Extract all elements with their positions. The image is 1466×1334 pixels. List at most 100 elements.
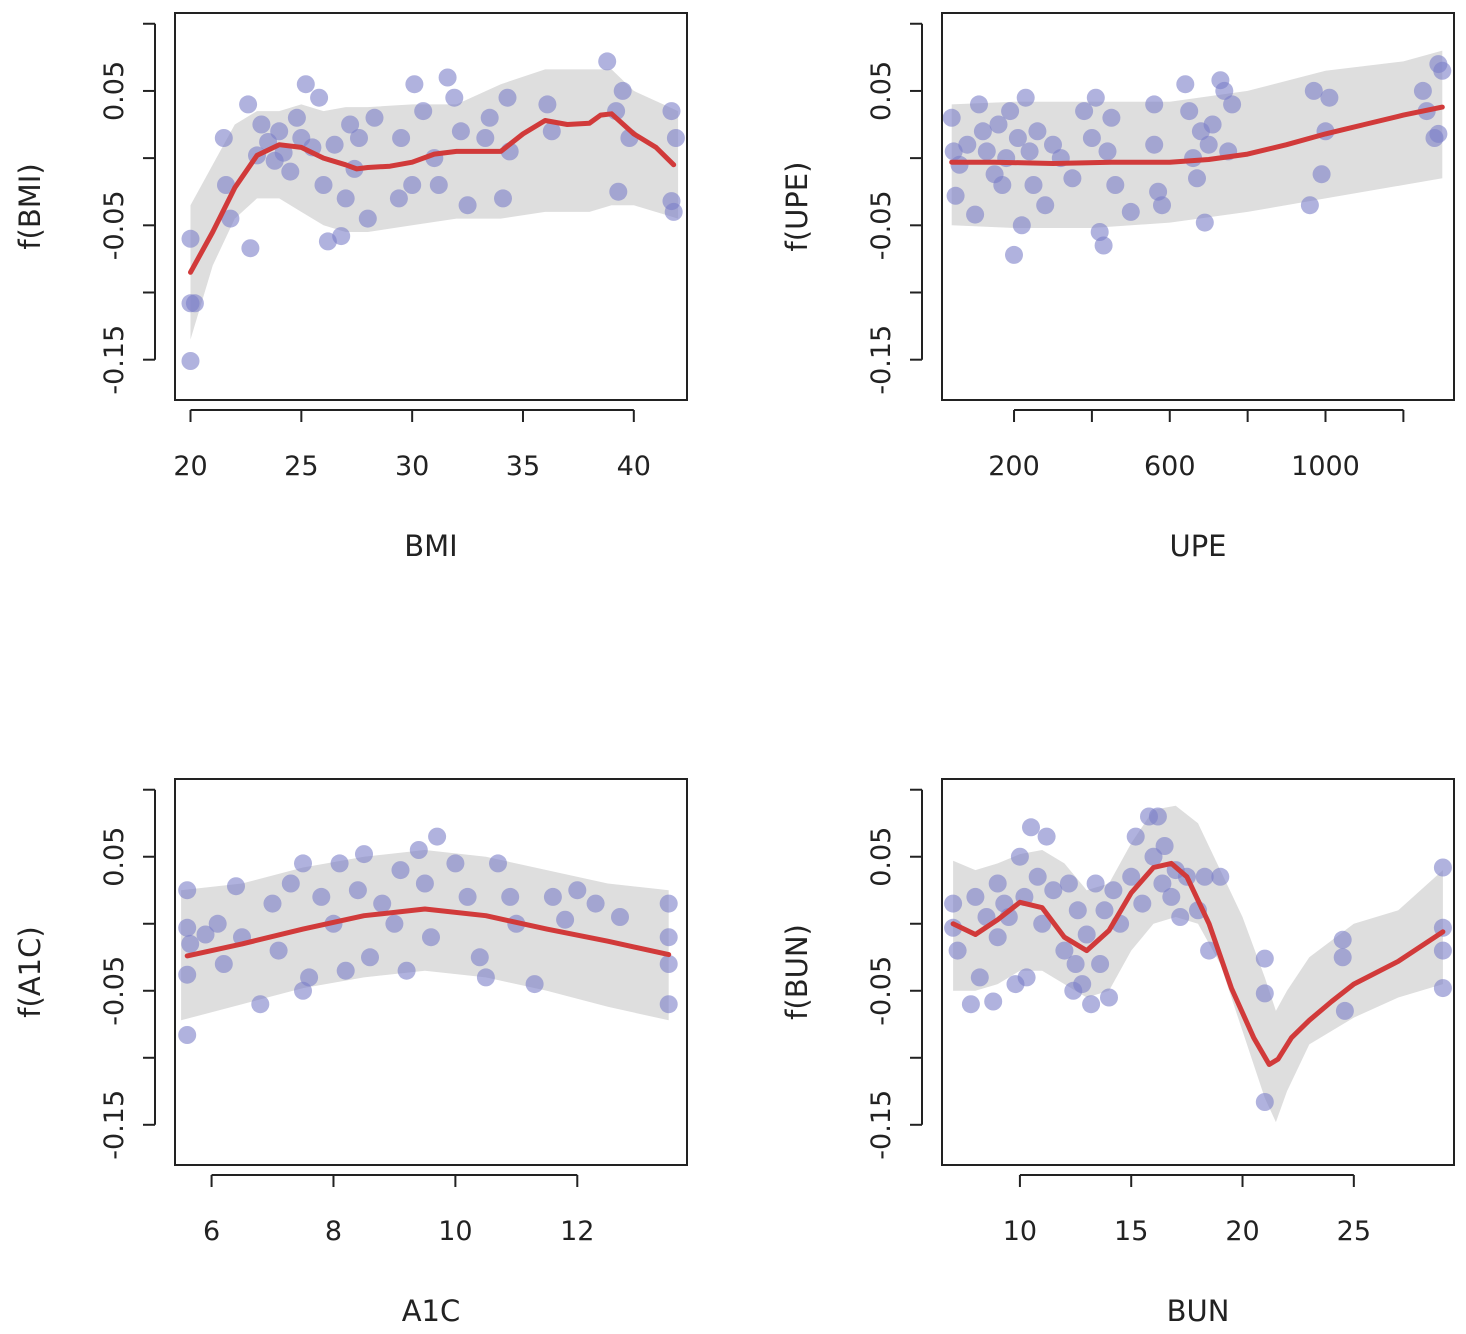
data-point <box>1223 95 1242 114</box>
x-tick-label: 1000 <box>1291 451 1360 482</box>
data-point <box>458 887 477 906</box>
data-point <box>281 874 300 893</box>
data-point <box>659 894 678 913</box>
data-point <box>613 81 632 100</box>
data-point <box>1153 196 1171 215</box>
y-tick-label: -0.15 <box>99 1090 130 1160</box>
y-tick-label: -0.15 <box>866 325 897 395</box>
data-point <box>1333 948 1352 967</box>
data-point <box>217 176 235 194</box>
data-point <box>1155 837 1174 855</box>
data-point <box>494 189 512 208</box>
data-point <box>287 108 306 127</box>
data-point <box>415 874 434 893</box>
data-point <box>1433 979 1452 998</box>
x-tick-label: 600 <box>1144 451 1196 482</box>
data-point <box>984 992 1003 1011</box>
x-tick-label: 12 <box>560 1216 594 1247</box>
data-point <box>355 845 373 864</box>
data-point <box>409 841 428 859</box>
data-point <box>958 135 977 154</box>
data-point <box>1022 818 1040 837</box>
data-point <box>391 861 410 880</box>
y-tick-label: -0.05 <box>866 956 897 1026</box>
data-point <box>1126 827 1145 846</box>
y-axis-title: f(BMI) <box>13 163 47 249</box>
data-point <box>221 209 240 228</box>
data-point <box>1066 955 1085 973</box>
y-tick-label: -0.05 <box>99 190 130 260</box>
data-point <box>659 955 678 973</box>
y-tick-label: -0.05 <box>866 190 897 260</box>
data-point <box>993 176 1012 194</box>
data-point <box>1028 867 1047 886</box>
data-point <box>946 186 965 205</box>
data-point <box>348 881 367 900</box>
data-point <box>314 176 333 194</box>
data-point <box>1020 142 1039 161</box>
data-point <box>1199 135 1218 154</box>
data-point <box>1255 1093 1274 1111</box>
data-point <box>281 162 300 181</box>
data-point <box>543 887 562 906</box>
data-point <box>542 122 561 141</box>
data-point <box>310 88 329 107</box>
data-point <box>1149 182 1168 201</box>
data-point <box>568 881 587 900</box>
x-tick-label: 10 <box>1003 1216 1037 1247</box>
data-point <box>389 189 408 208</box>
data-point <box>1095 901 1114 920</box>
data-point <box>609 182 628 201</box>
data-point <box>1010 847 1029 866</box>
x-tick-label: 25 <box>284 451 318 482</box>
data-point <box>1162 887 1181 906</box>
data-point <box>662 102 681 121</box>
data-point <box>332 227 351 246</box>
y-tick-label: 0.05 <box>99 61 130 121</box>
confidence-band <box>190 69 679 340</box>
data-point <box>185 294 204 313</box>
data-point <box>294 854 312 873</box>
data-point <box>1203 115 1222 134</box>
data-point <box>988 928 1007 947</box>
data-point <box>1255 949 1274 968</box>
data-point <box>1188 169 1206 188</box>
data-point <box>1086 88 1105 107</box>
y-tick-label: -0.15 <box>866 1090 897 1160</box>
data-point <box>241 239 260 258</box>
data-point <box>1122 867 1141 886</box>
data-point <box>1090 223 1109 241</box>
plot-frame <box>941 778 1455 1166</box>
data-point <box>659 995 678 1014</box>
data-point <box>470 948 489 967</box>
data-point <box>1413 81 1432 100</box>
y-tick-label: -0.05 <box>99 956 130 1026</box>
data-point <box>1055 941 1074 960</box>
data-point <box>1195 213 1214 232</box>
data-point <box>181 352 200 370</box>
data-point <box>944 894 963 913</box>
data-point <box>239 95 258 114</box>
data-point <box>270 122 289 141</box>
data-point <box>1144 847 1163 866</box>
data-point <box>397 961 416 980</box>
data-point <box>1195 867 1214 886</box>
data-point <box>365 108 384 127</box>
data-point <box>1016 88 1035 107</box>
data-point <box>312 887 331 906</box>
data-point <box>252 115 271 134</box>
data-point <box>1024 176 1043 194</box>
data-point <box>446 854 465 873</box>
data-point <box>1133 894 1152 913</box>
smooth-curve <box>949 104 1445 166</box>
data-point <box>445 88 464 107</box>
x-tick-label: 40 <box>617 451 651 482</box>
data-point <box>405 75 424 94</box>
data-point <box>1211 867 1230 886</box>
data-point <box>1036 196 1055 215</box>
y-tick-label: 0.05 <box>99 827 130 887</box>
data-point <box>476 129 495 147</box>
data-point <box>598 52 617 71</box>
data-point <box>451 122 470 141</box>
data-point <box>1429 124 1448 143</box>
